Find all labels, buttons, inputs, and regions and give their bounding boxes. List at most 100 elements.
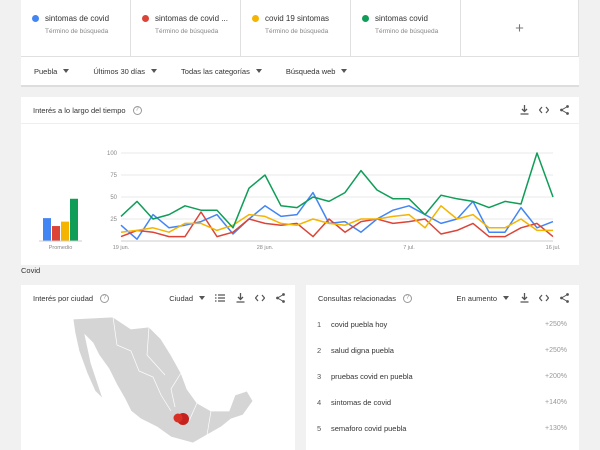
query-text: covid puebla hoy xyxy=(331,319,388,329)
category-label: Covid xyxy=(21,266,41,275)
related-sort-dropdown[interactable]: En aumento xyxy=(457,294,509,303)
chevron-down-icon xyxy=(199,296,205,300)
interest-by-city-card: Interés por ciudad ? Ciudad xyxy=(21,285,295,450)
average-bar xyxy=(52,226,60,241)
filter-label: Búsqueda web xyxy=(285,66,336,76)
list-item[interactable]: 2 salud digna puebla +250% xyxy=(306,337,579,363)
rank-number: 3 xyxy=(317,371,322,381)
change-percent: +130% xyxy=(545,424,567,432)
search-term-2[interactable]: sintomas de covid ... Término de búsqued… xyxy=(131,0,241,56)
average-label: Promedio xyxy=(49,245,73,251)
chevron-down-icon xyxy=(151,69,158,73)
series-line xyxy=(120,152,554,229)
filters-bar: Puebla Últimos 30 días Todas las categor… xyxy=(21,57,579,87)
change-percent: +250% xyxy=(545,320,567,328)
search-term-3[interactable]: covid 19 sintomas Término de búsqueda xyxy=(241,0,351,56)
filter-label: Todas las categorías xyxy=(181,66,250,76)
search-term-type: Término de búsqueda xyxy=(265,28,329,35)
query-text: pruebas covid en puebla xyxy=(331,371,413,381)
rank-number: 2 xyxy=(317,345,322,355)
mexico-map[interactable] xyxy=(21,315,295,445)
list-view-icon[interactable] xyxy=(215,293,225,303)
dropdown-label: En aumento xyxy=(456,293,497,303)
download-icon[interactable] xyxy=(235,293,245,303)
search-terms-bar: sintomas de covid Término de búsqueda si… xyxy=(21,0,579,57)
series-line xyxy=(120,211,554,238)
search-term-4[interactable]: sintomas covid Término de búsqueda xyxy=(351,0,461,56)
header-divider xyxy=(21,123,579,124)
filter-category[interactable]: Todas las categorías xyxy=(181,67,262,76)
change-percent: +250% xyxy=(545,346,567,354)
embed-icon[interactable] xyxy=(539,105,549,115)
search-term-name: sintomas de covid xyxy=(45,14,110,23)
add-term-button[interactable]: + xyxy=(461,0,579,56)
list-item[interactable]: 3 pruebas covid en puebla +200% xyxy=(306,363,579,389)
y-tick-label: 25 xyxy=(110,217,117,223)
y-tick-label: 75 xyxy=(110,173,117,179)
search-term-name: sintomas de covid ... xyxy=(155,14,228,23)
filter-label: Puebla xyxy=(34,66,58,76)
search-term-1[interactable]: sintomas de covid Término de búsqueda xyxy=(21,0,131,56)
city-marker xyxy=(173,413,183,423)
help-icon[interactable]: ? xyxy=(132,105,142,115)
change-percent: +200% xyxy=(545,372,567,380)
interest-chart: 100 75 50 25 19 jun. 28 jun. 7 jul. 16 jul. Prom… xyxy=(39,151,561,251)
card-header: Consultas relacionadas ? En aumento xyxy=(306,285,579,311)
mexico-shape xyxy=(72,316,254,444)
chevron-down-icon xyxy=(255,69,262,73)
x-tick-label: 16 jul. xyxy=(546,245,561,251)
series-color-dot xyxy=(362,15,369,22)
state-borders xyxy=(112,316,212,436)
average-bar xyxy=(70,198,78,241)
average-bar xyxy=(61,221,69,241)
rank-number: 5 xyxy=(317,423,322,433)
filter-time-range[interactable]: Últimos 30 días xyxy=(93,66,158,76)
x-tick-label: 28 jun. xyxy=(257,245,274,251)
list-item[interactable]: 5 semaforo covid puebla +130% xyxy=(306,415,579,441)
card-title: Interés por ciudad xyxy=(33,293,94,303)
embed-icon[interactable] xyxy=(539,293,549,303)
list-item[interactable]: 1 covid puebla hoy +250% xyxy=(306,311,579,337)
dropdown-label: Ciudad xyxy=(169,293,193,303)
card-header: Interés a lo largo del tiempo ? xyxy=(21,97,579,123)
chevron-down-icon xyxy=(503,296,509,300)
search-term-type: Término de búsqueda xyxy=(375,28,439,35)
query-text: salud digna puebla xyxy=(331,345,394,355)
share-icon[interactable] xyxy=(559,293,569,303)
help-icon[interactable]: ? xyxy=(100,293,110,303)
download-icon[interactable] xyxy=(519,105,529,115)
series-color-dot xyxy=(252,15,259,22)
card-header: Interés por ciudad ? Ciudad xyxy=(21,285,295,311)
x-tick-label: 19 jun. xyxy=(113,245,130,251)
rank-number: 4 xyxy=(317,397,322,407)
interest-over-time-card: Interés a lo largo del tiempo ? 100 75 50 2… xyxy=(21,97,579,265)
filter-region[interactable]: Puebla xyxy=(34,66,70,76)
list-item[interactable]: 4 sintomas de covid +140% xyxy=(306,389,579,415)
rank-number: 1 xyxy=(317,319,322,329)
change-percent: +140% xyxy=(545,398,567,406)
share-icon[interactable] xyxy=(559,105,569,115)
series-color-dot xyxy=(32,15,39,22)
series-line xyxy=(120,205,553,233)
query-text: sintomas de covid xyxy=(331,397,392,407)
filter-label: Últimos 30 días xyxy=(93,66,146,76)
embed-icon[interactable] xyxy=(255,293,265,303)
y-tick-label: 50 xyxy=(110,195,117,201)
series-line xyxy=(120,191,554,240)
chevron-down-icon xyxy=(63,69,70,73)
query-text: semaforo covid puebla xyxy=(331,423,407,433)
related-queries-card: Consultas relacionadas ? En aumento 1 cov… xyxy=(306,285,579,450)
search-term-name: sintomas covid xyxy=(375,14,428,23)
share-icon[interactable] xyxy=(275,293,285,303)
x-tick-label: 7 jul. xyxy=(403,245,415,251)
card-title: Consultas relacionadas xyxy=(318,293,396,303)
download-icon[interactable] xyxy=(519,293,529,303)
filter-search-type[interactable]: Búsqueda web xyxy=(286,67,348,76)
y-tick-label: 100 xyxy=(107,151,118,157)
search-term-type: Término de búsqueda xyxy=(45,28,109,35)
average-bar xyxy=(43,218,51,241)
help-icon[interactable]: ? xyxy=(402,293,412,303)
card-title: Interés a lo largo del tiempo xyxy=(33,105,126,115)
related-queries-list: 1 covid puebla hoy +250% 2 salud digna pueb… xyxy=(306,311,579,441)
city-resolution-dropdown[interactable]: Ciudad xyxy=(169,294,205,303)
